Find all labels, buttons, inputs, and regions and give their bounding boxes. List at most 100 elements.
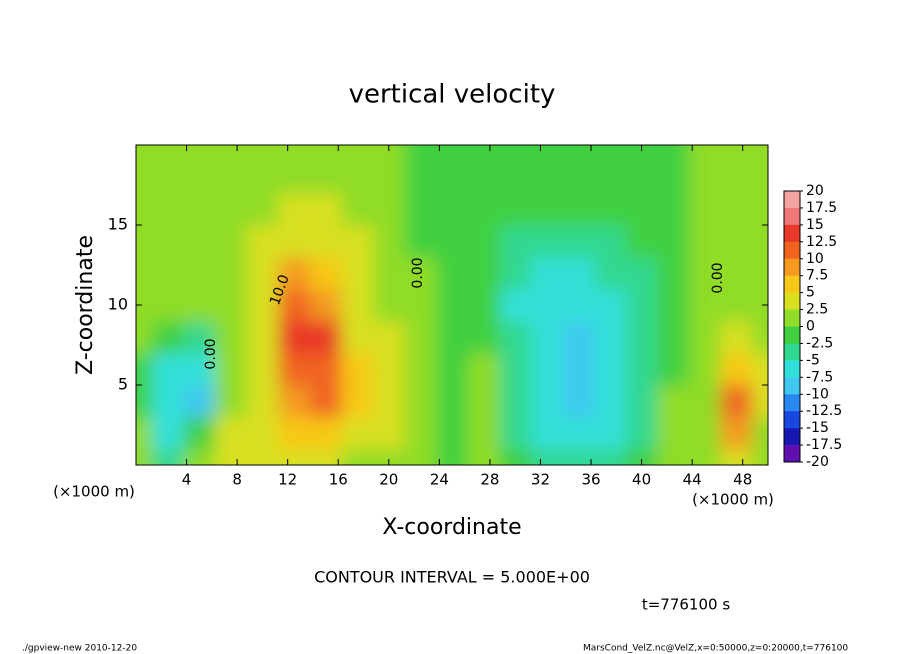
field-cell xyxy=(625,145,658,162)
field-cell xyxy=(246,385,279,418)
field-cell xyxy=(689,161,722,194)
field-cell xyxy=(531,417,564,450)
field-cell xyxy=(278,385,311,418)
colorbar-swatch xyxy=(784,241,800,260)
field-cell xyxy=(531,161,564,194)
x-tick-label: 4 xyxy=(182,471,192,489)
field-cell xyxy=(689,145,722,162)
field-cell xyxy=(136,225,153,258)
field-cell xyxy=(720,321,753,354)
colorbar-label: -7.5 xyxy=(806,369,833,385)
field-cell xyxy=(499,161,532,194)
field-cell xyxy=(657,257,690,290)
field-cell xyxy=(373,385,406,418)
field-cell xyxy=(404,161,437,194)
field-cell xyxy=(215,353,248,386)
field-cell xyxy=(309,225,342,258)
field-cell xyxy=(136,417,153,450)
colorbar-label: -12.5 xyxy=(806,403,842,419)
field-cell xyxy=(183,321,216,354)
field-cell xyxy=(436,145,469,162)
colorbar-swatch xyxy=(784,445,800,463)
field-cell xyxy=(373,353,406,386)
field-cell xyxy=(467,449,500,465)
field-cell xyxy=(136,289,153,322)
field-cell xyxy=(136,161,153,194)
field-cell xyxy=(278,353,311,386)
field-cell xyxy=(625,321,658,354)
field-cell xyxy=(562,161,595,194)
colorbar-label: 2.5 xyxy=(806,302,828,318)
y-tick-label: 5 xyxy=(118,375,128,394)
field-cell xyxy=(309,353,342,386)
colorbar-swatch xyxy=(784,258,800,276)
colorbar-label: 10 xyxy=(806,251,824,267)
field-cell xyxy=(341,385,374,418)
field-cell xyxy=(151,321,184,354)
field-cell xyxy=(499,385,532,418)
field-cell xyxy=(404,145,437,162)
field-cell xyxy=(720,449,753,465)
field-cell xyxy=(467,353,500,386)
field-cell xyxy=(309,417,342,450)
field-cell xyxy=(278,145,311,162)
field-cell xyxy=(467,321,500,354)
field-cell xyxy=(657,145,690,162)
field-cell xyxy=(625,225,658,258)
colorbar-label: 5 xyxy=(806,285,815,301)
field-cell xyxy=(562,353,595,386)
field-cell xyxy=(278,193,311,226)
field-cell xyxy=(562,193,595,226)
colorbar-label: 12.5 xyxy=(806,234,837,250)
field-cell xyxy=(341,145,374,162)
field-cell xyxy=(657,353,690,386)
x-tick-label: 48 xyxy=(733,471,752,489)
field-cell xyxy=(657,289,690,322)
x-tick-label: 28 xyxy=(480,471,499,489)
field-cell xyxy=(752,449,768,465)
field-cell xyxy=(594,321,627,354)
field-cell xyxy=(436,353,469,386)
field-cell xyxy=(499,449,532,465)
field-cell xyxy=(436,257,469,290)
field-cell xyxy=(562,321,595,354)
field-cell xyxy=(151,385,184,418)
colorbar-label: 7.5 xyxy=(806,268,828,284)
field-cell xyxy=(373,321,406,354)
time-label: t=776100 s xyxy=(642,596,730,614)
field-cell xyxy=(278,321,311,354)
field-cell xyxy=(246,449,279,465)
field-cell xyxy=(373,417,406,450)
field-cell xyxy=(151,145,184,162)
field-cell xyxy=(689,289,722,322)
field-cell xyxy=(562,257,595,290)
x-tick-label: 44 xyxy=(683,471,702,489)
field-cell xyxy=(183,353,216,386)
field-cell xyxy=(531,321,564,354)
colorbar-swatch xyxy=(784,207,800,226)
x-axis-label: X-coordinate xyxy=(382,515,521,540)
field-cell xyxy=(436,193,469,226)
field-cell xyxy=(183,417,216,450)
field-cell xyxy=(183,385,216,418)
field-cell xyxy=(404,449,437,465)
field-cell xyxy=(689,385,722,418)
field-cell xyxy=(752,257,768,290)
field-cell xyxy=(467,193,500,226)
field-cell xyxy=(531,353,564,386)
field-cell xyxy=(752,225,768,258)
field-cell xyxy=(467,385,500,418)
field-cell xyxy=(467,417,500,450)
field-cell xyxy=(373,161,406,194)
field-cell xyxy=(436,161,469,194)
field-cell xyxy=(531,225,564,258)
x-tick-label: 16 xyxy=(329,471,348,489)
field-cell xyxy=(341,449,374,465)
field-cell xyxy=(215,321,248,354)
field-cell xyxy=(341,289,374,322)
field-cell xyxy=(373,225,406,258)
field-cell xyxy=(594,161,627,194)
field-cell xyxy=(436,385,469,418)
field-cell xyxy=(341,161,374,194)
field-cells xyxy=(136,145,768,465)
